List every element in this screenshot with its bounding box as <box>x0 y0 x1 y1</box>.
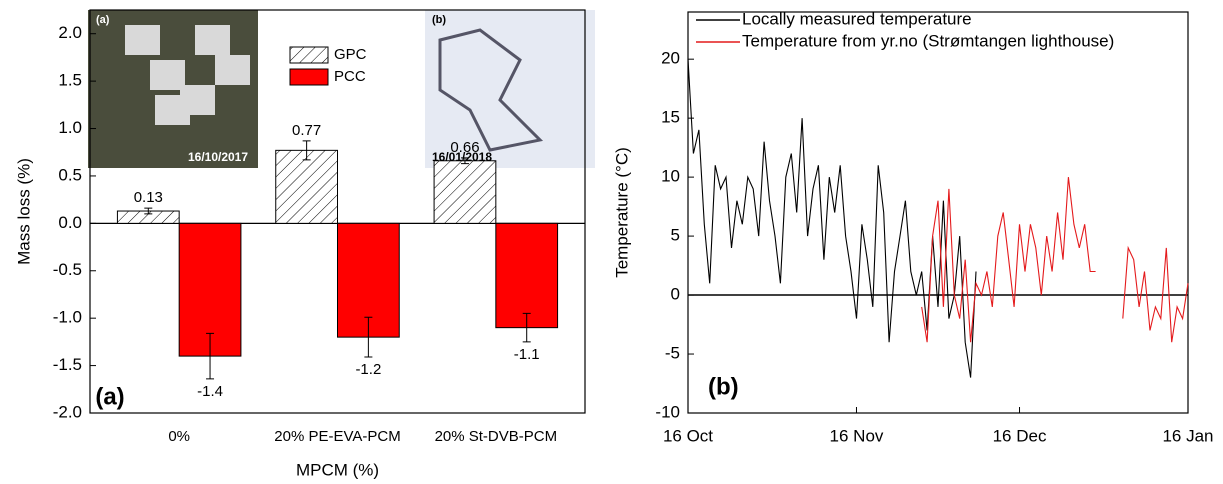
value-label: -1.4 <box>197 383 223 400</box>
y-axis-label: Temperature (°C) <box>612 147 631 278</box>
error-bar <box>206 332 215 380</box>
photo-block <box>195 25 230 55</box>
y-tick-label: 0.0 <box>58 213 82 232</box>
photo-block <box>215 55 250 85</box>
y-tick-label: 10 <box>661 167 680 186</box>
legend-label: Locally measured temperature <box>742 9 972 28</box>
x-tick-label: 20% PE-EVA-PCM <box>274 428 400 445</box>
annotation: (b) <box>708 373 739 400</box>
legend-label: GPC <box>334 46 367 63</box>
error-bar <box>302 140 311 161</box>
bar <box>275 149 338 224</box>
legend-label: Temperature from yr.no (Strømtangen ligh… <box>742 31 1114 50</box>
y-tick-label: 1.5 <box>58 71 82 90</box>
x-tick-label: 16 Nov <box>830 426 884 445</box>
legend-label: PCC <box>334 68 366 85</box>
x-axis-label: MPCM (%) <box>296 460 379 479</box>
y-tick-label: 20 <box>661 49 680 68</box>
y-tick-label: -2.0 <box>53 402 82 421</box>
photo-block <box>180 85 215 115</box>
series-line <box>687 59 977 378</box>
value-label: -1.2 <box>355 361 381 378</box>
y-axis-label: Mass loss (%) <box>14 158 33 265</box>
y-tick-label: 1.0 <box>58 118 82 137</box>
y-tick-label: 15 <box>661 108 680 127</box>
value-label: 0.13 <box>134 189 163 206</box>
plot-frame <box>89 9 586 414</box>
value-label: 0.66 <box>450 139 479 156</box>
y-tick-label: 5 <box>671 226 680 245</box>
photo-block <box>150 60 185 90</box>
y-tick-label: 0.5 <box>58 165 82 184</box>
annotation: 16/10/2017 <box>188 150 248 164</box>
y-tick-label: -1.5 <box>53 355 82 374</box>
y-tick-label: 0 <box>671 285 680 304</box>
legend-swatch <box>289 68 329 86</box>
y-tick-label: -5 <box>665 344 680 363</box>
annotation: (b) <box>432 14 446 26</box>
x-tick-label: 20% St-DVB-PCM <box>435 428 558 445</box>
y-tick-label: -0.5 <box>53 260 82 279</box>
bar <box>495 222 559 329</box>
bar <box>433 160 497 224</box>
series-line <box>921 177 1189 343</box>
value-label: 0.77 <box>292 122 321 139</box>
photo-block <box>125 25 160 55</box>
y-tick-label: 2.0 <box>58 23 82 42</box>
x-tick-label: 0% <box>168 428 190 445</box>
photo-shadow <box>438 28 544 152</box>
error-bar <box>364 316 373 358</box>
plot-frame <box>687 11 1189 414</box>
y-tick-label: -10 <box>655 402 680 421</box>
x-tick-label: 16 Oct <box>663 426 713 445</box>
error-bar <box>144 207 153 215</box>
value-label: -1.1 <box>514 346 540 363</box>
x-tick-label: 16 Jan <box>1162 426 1213 445</box>
error-bar <box>460 157 469 165</box>
y-tick-label: -1.0 <box>53 308 82 327</box>
annotation: (a) <box>95 383 124 410</box>
x-tick-label: 16 Dec <box>993 426 1047 445</box>
error-bar <box>522 312 531 343</box>
legend-swatch <box>289 46 329 64</box>
annotation: (a) <box>96 14 110 26</box>
